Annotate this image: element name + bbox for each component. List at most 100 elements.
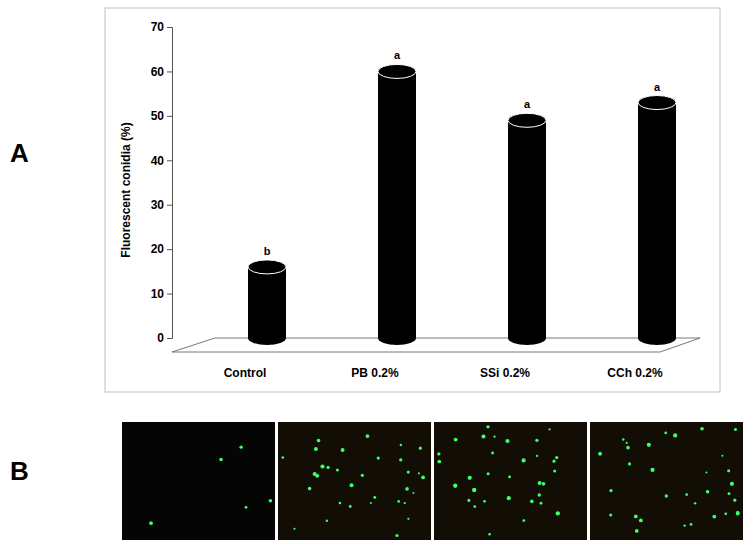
fluorescent-spot	[508, 475, 511, 478]
y-axis-title: Fluorescent conidia (%)	[119, 122, 133, 257]
y-tick-mark	[167, 160, 172, 161]
fluorescent-spot	[421, 476, 425, 480]
fluorescent-spot	[650, 468, 654, 472]
fluorescent-spot	[400, 444, 402, 446]
y-tick-mark	[167, 294, 172, 295]
fluorescent-spot	[736, 512, 740, 516]
y-tick-mark	[167, 249, 172, 250]
fluorescent-spot	[628, 462, 631, 465]
x-tick: Control	[224, 352, 267, 380]
fluorescent-spot	[481, 434, 485, 438]
y-tick-label: 70	[151, 20, 165, 34]
bar-body	[638, 103, 676, 338]
fluorescent-spot	[690, 523, 693, 526]
fluorescent-spot	[315, 474, 319, 478]
y-tick: 60	[151, 65, 172, 79]
fluorescent-spot	[700, 427, 704, 431]
fluorescent-spot	[407, 518, 409, 520]
fluorescent-spot	[488, 533, 491, 536]
fluorescent-spot	[361, 474, 364, 477]
x-tick: SSi 0.2%	[480, 352, 530, 380]
fluorescent-spot	[555, 456, 558, 459]
fluorescent-spot	[673, 433, 677, 437]
fluorescent-spot	[487, 472, 490, 475]
fluorescent-spot	[647, 443, 651, 447]
fluorescent-spot	[308, 487, 312, 491]
fluorescent-spot	[536, 455, 538, 457]
micrograph	[122, 422, 275, 540]
fluorescent-spot	[483, 500, 486, 503]
micrograph	[434, 422, 587, 540]
fluorescent-spot	[694, 502, 696, 504]
fluorescent-spot	[685, 493, 688, 496]
fluorescent-spot	[472, 488, 476, 492]
y-tick-mark	[167, 116, 172, 117]
fluorescent-spot	[395, 534, 398, 537]
x-axis-line	[181, 352, 701, 353]
fluorescent-spot	[399, 458, 402, 461]
y-tick: 0	[157, 331, 172, 345]
fluorescent-spot	[505, 439, 509, 443]
fluorescent-spot	[320, 464, 324, 468]
fluorescent-spot	[468, 476, 472, 480]
annotation: b	[264, 245, 271, 257]
fluorescent-spot	[407, 471, 410, 474]
fluorescent-spot	[626, 442, 628, 444]
fluorescent-spot	[634, 515, 638, 519]
fluorescent-spot	[538, 493, 541, 496]
y-tick-mark	[167, 27, 172, 28]
bar	[508, 113, 546, 345]
annotation: a	[394, 49, 401, 61]
fluorescent-spot	[219, 458, 223, 462]
x-tick-label: SSi 0.2%	[480, 366, 530, 380]
fluorescent-spot	[683, 524, 685, 526]
x-tick: CCh 0.2%	[607, 352, 663, 380]
fluorescent-spot	[522, 458, 526, 462]
fluorescent-spot	[706, 490, 710, 494]
fluorescent-spot	[373, 496, 376, 499]
fluorescent-spot	[705, 471, 707, 473]
fluorescent-spot	[553, 469, 556, 472]
panel-label: B	[10, 456, 29, 486]
fluorescent-spot	[339, 502, 342, 505]
bar-body	[378, 71, 416, 338]
micrographs	[122, 422, 743, 540]
bar	[378, 64, 416, 345]
fluorescent-spot	[556, 511, 560, 515]
fluorescent-spot	[727, 469, 730, 472]
bar-body	[248, 267, 286, 338]
y-tick: 70	[151, 20, 172, 34]
fluorescent-spot	[317, 439, 321, 443]
y-tick-label: 60	[151, 65, 165, 79]
fluorescent-spot	[665, 494, 668, 497]
fluorescent-spot	[366, 434, 370, 438]
x-tick-label: Control	[224, 366, 267, 380]
fluorescent-spot	[326, 466, 329, 469]
fluorescent-spot	[453, 484, 457, 488]
fluorescent-spot	[609, 513, 612, 516]
bar	[638, 96, 676, 345]
y-tick: 40	[151, 154, 172, 168]
fluorescent-spot	[341, 448, 345, 452]
x-tick: PB 0.2%	[351, 352, 399, 380]
fluorescent-spot	[493, 435, 495, 437]
annotation: a	[524, 98, 531, 110]
y-tick-label: 30	[151, 198, 165, 212]
fluorescent-spot	[269, 499, 273, 503]
y-axis: 010203040506070	[151, 20, 173, 345]
fluorescent-spot	[454, 438, 458, 442]
y-tick-label: 40	[151, 154, 165, 168]
fluorescent-spot	[491, 452, 494, 455]
fluorescent-spot	[281, 456, 284, 459]
fluorescent-spot	[542, 482, 546, 486]
fluorescent-spot	[548, 428, 550, 430]
y-tick-mark	[167, 71, 172, 72]
y-tick: 20	[151, 242, 172, 256]
y-tick-label: 20	[151, 242, 165, 256]
fluorescent-spot	[370, 502, 372, 504]
fluorescent-spot	[349, 505, 352, 508]
y-tick: 30	[151, 198, 172, 212]
bars	[248, 64, 676, 345]
fluorescent-spot	[507, 496, 511, 500]
fluorescent-spot	[535, 439, 538, 442]
